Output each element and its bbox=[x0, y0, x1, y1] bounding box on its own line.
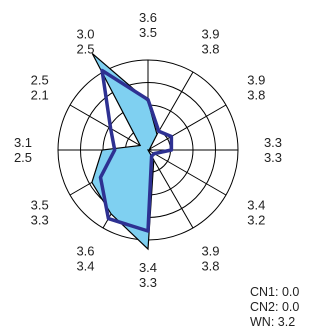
spoke-labels: 3.63.5 3.93.83.93.83.33.33.43.23.93.83.43… bbox=[14, 10, 282, 290]
spoke-label-6: 3.43.3 bbox=[139, 260, 157, 290]
spoke-label-value: 3.5 bbox=[31, 198, 49, 213]
spoke-label-value: 3.6 bbox=[139, 10, 157, 25]
grid-spoke bbox=[147, 149, 227, 196]
spoke-label-value: 3.0 bbox=[76, 27, 94, 42]
series-1-line bbox=[98, 68, 174, 233]
grid-spoke bbox=[147, 149, 194, 229]
spoke-label-0: 3.63.5 bbox=[139, 10, 157, 40]
spoke-label-7: 3.63.4 bbox=[76, 243, 94, 273]
legend-cn2: CN2: 0.0 bbox=[250, 300, 299, 314]
spoke-label-value: 3.5 bbox=[139, 25, 157, 40]
spoke-label-value: 3.6 bbox=[76, 243, 94, 258]
spoke-label-1: 3.93.8 bbox=[201, 27, 219, 57]
spoke-label-value: 3.8 bbox=[201, 258, 219, 273]
legend-wn: WN: 3.2 bbox=[250, 315, 295, 329]
spoke-label-4: 3.43.2 bbox=[247, 198, 265, 228]
spoke-label-value: 3.3 bbox=[264, 135, 282, 150]
spoke-label-8: 3.53.3 bbox=[31, 198, 49, 228]
spoke-label-value: 3.4 bbox=[247, 198, 265, 213]
spoke-label-value: 3.9 bbox=[201, 243, 219, 258]
spoke-label-9: 3.12.5 bbox=[14, 135, 32, 165]
spoke-label-value: 3.3 bbox=[264, 150, 282, 165]
spoke-label-5: 3.93.8 bbox=[201, 243, 219, 273]
grid-spoke bbox=[147, 104, 227, 151]
spoke-label-value: 3.3 bbox=[31, 213, 49, 228]
radar-series bbox=[91, 52, 174, 251]
spoke-label-11: 3.02.5 bbox=[76, 27, 94, 57]
spoke-label-value: 2.5 bbox=[76, 42, 94, 57]
legend: CN1: 0.0 CN2: 0.0 WN: 3.2 bbox=[250, 285, 299, 329]
spoke-label-value: 3.3 bbox=[139, 275, 157, 290]
spoke-label-value: 3.8 bbox=[201, 42, 219, 57]
spoke-label-value: 3.8 bbox=[247, 88, 265, 103]
spoke-label-value: 3.1 bbox=[14, 135, 32, 150]
spoke-label-value: 2.1 bbox=[31, 88, 49, 103]
spoke-label-value: 3.4 bbox=[139, 260, 157, 275]
series-0-area bbox=[91, 52, 158, 251]
spoke-label-2: 3.93.8 bbox=[247, 73, 265, 103]
spoke-label-value: 3.4 bbox=[76, 258, 94, 273]
spoke-label-3: 3.33.3 bbox=[264, 135, 282, 165]
legend-cn1: CN1: 0.0 bbox=[250, 285, 299, 299]
spoke-label-value: 2.5 bbox=[31, 73, 49, 88]
spoke-label-value: 2.5 bbox=[14, 150, 32, 165]
spoke-label-value: 3.9 bbox=[201, 27, 219, 42]
spoke-label-value: 3.2 bbox=[247, 213, 265, 228]
spoke-label-value: 3.9 bbox=[247, 73, 265, 88]
spoke-label-10: 2.52.1 bbox=[31, 73, 49, 103]
